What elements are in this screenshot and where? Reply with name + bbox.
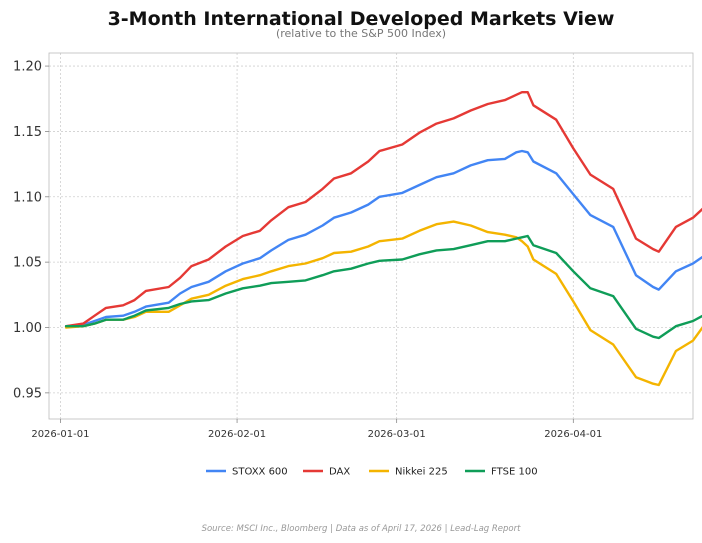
series-line-nikkei-225: [64, 220, 702, 387]
y-tick-label: 1.00: [13, 321, 42, 336]
series-lines: [64, 91, 702, 387]
grid: [49, 53, 693, 419]
plot-frame: [48, 52, 694, 420]
x-tick-label: 2026-03-01: [368, 429, 426, 440]
legend-label: DAX: [329, 467, 350, 478]
legend-item-ftse-100: FTSE 100: [465, 467, 538, 478]
legend: STOXX 600 DAX Nikkei 225 FTSE 100: [206, 467, 538, 478]
x-tick-label: 2026-02-01: [208, 429, 266, 440]
y-tick-label: 1.10: [13, 190, 42, 205]
legend-item-nikkei-225: Nikkei 225: [369, 467, 448, 478]
series-line-dax: [64, 91, 702, 328]
series-line-stoxx-600: [64, 149, 702, 328]
legend-label: STOXX 600: [232, 467, 288, 478]
y-tick-label: 1.05: [13, 256, 42, 271]
y-axis: 0.95 1.00 1.05 1.10 1.15 1.20: [13, 60, 49, 401]
legend-item-stoxx-600: STOXX 600: [206, 467, 288, 478]
series-line-ftse-100: [64, 234, 702, 340]
legend-item-dax: DAX: [303, 467, 350, 478]
x-tick-label: 2026-04-01: [544, 429, 602, 440]
x-axis: 2026-01-01 2026-02-01 2026-03-01 2026-04-01: [31, 419, 602, 440]
chart-title: 3-Month International Developed Markets …: [108, 8, 615, 30]
plot-area: 0.951.001.051.101.151.20 2026-01-01 2026-…: [13, 52, 702, 440]
source-note: Source: MSCI Inc., Bloomberg | Data as o…: [202, 524, 522, 534]
y-tick-label: 1.15: [13, 125, 42, 140]
legend-label: Nikkei 225: [395, 467, 448, 478]
y-tick-label: 1.20: [13, 60, 42, 75]
x-tick-label: 2026-01-01: [31, 429, 89, 440]
legend-label: FTSE 100: [491, 467, 538, 478]
y-tick-label: 0.95: [13, 386, 42, 401]
chart-subtitle: (relative to the S&P 500 Index): [276, 27, 446, 40]
